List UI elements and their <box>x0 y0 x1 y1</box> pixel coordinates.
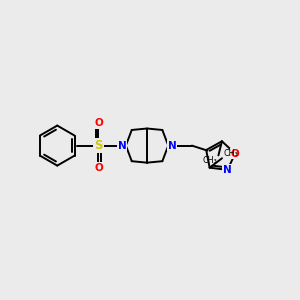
Text: O: O <box>231 148 239 159</box>
Text: O: O <box>94 118 103 128</box>
Text: CH₃: CH₃ <box>202 156 217 165</box>
Text: S: S <box>94 139 103 152</box>
Text: N: N <box>223 165 232 175</box>
Text: N: N <box>118 141 126 151</box>
Text: N: N <box>168 141 176 151</box>
Text: CH₃: CH₃ <box>223 149 238 158</box>
Text: O: O <box>94 163 103 173</box>
